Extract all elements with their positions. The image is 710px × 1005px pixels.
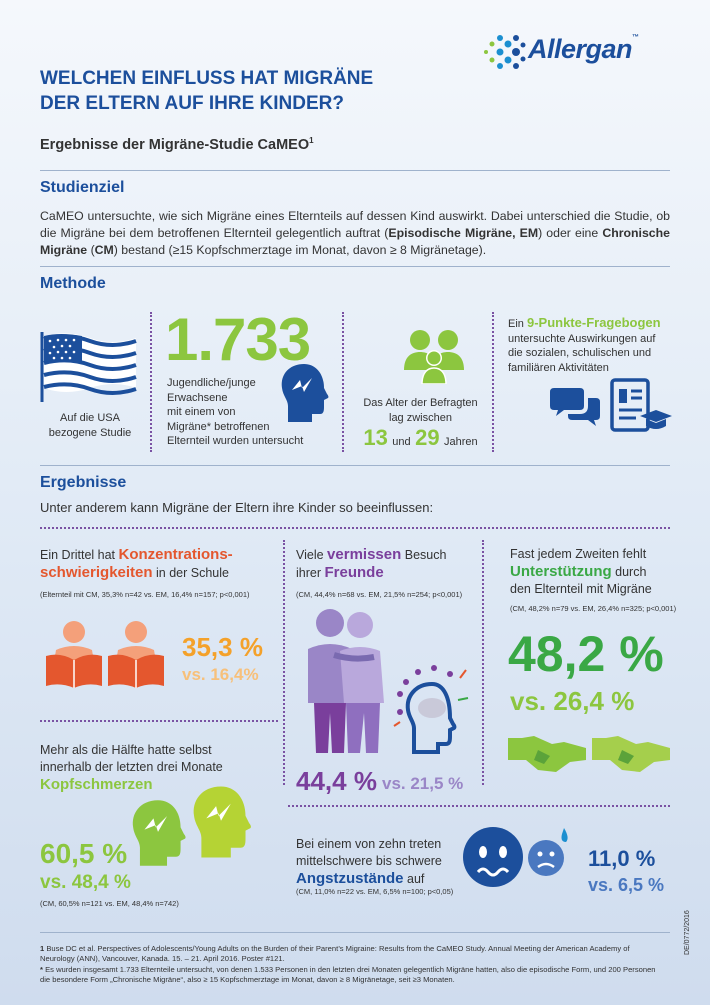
angst-vs: vs. 6,5 %: [588, 875, 665, 895]
dotted-divider: [283, 540, 285, 785]
dotted-divider: [288, 805, 670, 807]
angst-value: 11,0 %: [588, 846, 656, 871]
headache-head-icon: [193, 786, 251, 858]
section-heading-ergebnisse: Ergebnisse: [40, 474, 127, 491]
reading-person-icon: [46, 621, 102, 688]
questionnaire-description: Ein 9-Punkte-Fragebogen untersuchte Ausw…: [508, 315, 661, 374]
freunde-heading: Viele vermissen Besuch ihrer Freunde: [296, 546, 447, 581]
document-code: DE/0772/2016: [684, 910, 691, 955]
age-range: 13 und 29 Jahren: [363, 425, 478, 450]
reading-person-icon: [108, 621, 164, 688]
allergan-logo-mark: [484, 35, 526, 69]
dotted-divider: [40, 527, 670, 529]
section-heading-methode: Methode: [40, 275, 106, 292]
konzentration-value: 35,3 %: [182, 632, 263, 662]
unterstuetzung-vs: vs. 26,4 %: [510, 686, 635, 716]
allergan-logo: Allergan™: [528, 34, 639, 64]
dotted-divider: [150, 312, 152, 452]
freunde-value: 44,4 %: [296, 766, 377, 796]
friends-embrace-icon: [308, 609, 384, 753]
participant-count: 1.733: [165, 306, 311, 373]
worried-face-icon: [528, 828, 568, 876]
konzentration-vs: vs. 16,4%: [182, 665, 259, 684]
page-subtitle: Ergebnisse der Migräne-Studie CaMEO1: [40, 136, 314, 153]
ergebnisse-intro: Unter anderem kann Migräne der Eltern ih…: [40, 500, 434, 515]
page-title: WELCHEN EINFLUSS HAT MIGRÄNE DER ELTERN A…: [40, 68, 374, 114]
freunde-stat: (CM, 44,4% n=68 vs. EM, 21,5% n=254; p<0…: [296, 590, 463, 599]
divider: [40, 266, 670, 267]
divider: [40, 932, 670, 933]
headache-head-icon: [132, 800, 186, 866]
dotted-divider: [342, 312, 344, 452]
angst-heading: Bei einem von zehn treten mittelschwere b…: [296, 837, 442, 887]
unterstuetzung-stat: (CM, 48,2% n=79 vs. EM, 26,4% n=325; p<0…: [510, 604, 677, 613]
angst-stat: (CM, 11,0% n=22 vs. EM, 6,5% n=100; p<0,…: [296, 887, 454, 896]
dotted-divider: [40, 720, 278, 722]
age-description: Das Alter der Befragten lag zwischen: [363, 397, 478, 424]
unterstuetzung-heading: Fast jedem Zweiten fehlt Unterstützung d…: [510, 547, 652, 596]
konzentration-stat: (Elternteil mit CM, 35,3% n=42 vs. EM, 1…: [40, 590, 250, 599]
kopfschmerzen-stat: (CM, 60,5% n=121 vs. EM, 48,4% n=742): [40, 899, 179, 908]
unterstuetzung-value: 48,2 %: [508, 626, 664, 682]
questionnaire-document-icon: [610, 378, 672, 432]
anxious-brain-icon: [393, 665, 469, 754]
kopfschmerzen-vs: vs. 48,4 %: [40, 872, 131, 893]
section-heading-studienziel: Studienziel: [40, 179, 125, 196]
dotted-divider: [482, 540, 484, 785]
kopfschmerzen-heading: Mehr als die Hälfte hatte selbst innerhal…: [40, 743, 223, 793]
family-icon: [404, 330, 464, 384]
speech-bubbles-icon: [550, 388, 600, 426]
divider: [40, 170, 670, 171]
migraine-head-icon: [281, 364, 329, 422]
footnote-1: 1 Buse DC et al. Perspectives of Adolesc…: [40, 944, 630, 963]
studienziel-text: CaMEO untersuchte, wie sich Migräne eine…: [40, 209, 670, 257]
usa-caption: Auf die USA bezogene Studie: [48, 412, 132, 439]
kopfschmerzen-value: 60,5 %: [40, 838, 128, 869]
participant-description: Jugendliche/junge Erwachsene mit einem von…: [167, 377, 304, 447]
divider: [40, 465, 670, 466]
freunde-vs: vs. 21,5 %: [382, 774, 464, 793]
handshake-icon: [592, 736, 670, 772]
usa-flag-icon: [40, 332, 137, 402]
footnote-2: * Es wurden insgesamt 1.733 Elternteile …: [40, 965, 656, 984]
anxious-face-icon: [463, 827, 523, 887]
handshake-icon: [508, 736, 586, 772]
konzentration-heading: Ein Drittel hat Konzentrations- schwieri…: [40, 546, 233, 581]
dotted-divider: [492, 312, 494, 452]
